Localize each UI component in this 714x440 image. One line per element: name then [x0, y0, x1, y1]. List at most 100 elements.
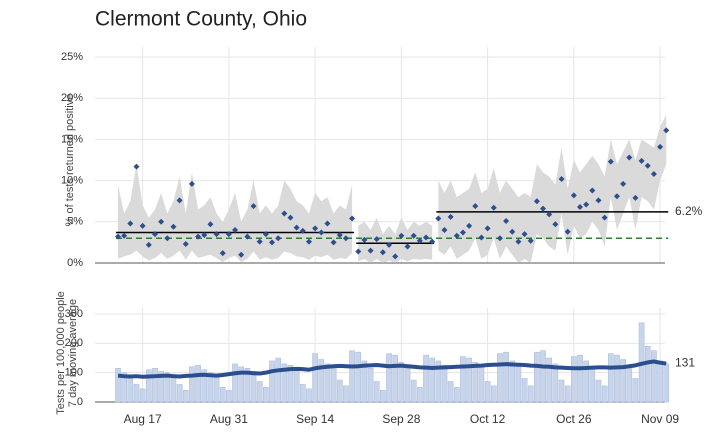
data-point [429, 238, 436, 245]
data-point [435, 215, 442, 222]
y-tick-label: 25% [61, 51, 83, 63]
x-tick-label: Nov 09 [641, 412, 679, 426]
data-point [213, 231, 220, 238]
data-point [170, 223, 177, 230]
bar [189, 366, 195, 403]
bar [164, 372, 171, 403]
bar [435, 360, 442, 403]
bar [607, 353, 614, 403]
data-point [256, 238, 263, 245]
bar [583, 360, 589, 403]
x-tick-label: Sep 28 [382, 412, 420, 426]
data-point [115, 233, 121, 240]
bar [226, 390, 232, 403]
data-point [663, 127, 670, 134]
data-point [158, 218, 165, 225]
data-point [176, 197, 183, 204]
bar [534, 351, 540, 403]
y-axis-title: 7 day moving average [67, 299, 79, 407]
bar [601, 385, 608, 403]
bar [306, 388, 312, 403]
bar [657, 360, 663, 403]
data-point [453, 232, 460, 239]
data-point [275, 235, 282, 242]
data-point [509, 228, 516, 235]
data-point [490, 204, 497, 211]
data-point [423, 234, 429, 241]
bar [232, 363, 238, 403]
y-tick-label: 200 [65, 337, 83, 349]
data-point [355, 248, 362, 255]
bar [219, 387, 226, 403]
data-point [484, 225, 491, 232]
bar [410, 379, 417, 403]
bar [404, 366, 411, 403]
data-point [238, 251, 245, 258]
data-point [404, 243, 411, 250]
bar [614, 354, 620, 403]
bar [207, 372, 214, 403]
bar [386, 353, 392, 403]
data-point [139, 222, 146, 229]
bar [312, 353, 318, 403]
x-tick-label: Sep 14 [296, 412, 334, 426]
data-point [318, 229, 325, 236]
bar [287, 365, 294, 403]
data-point [324, 220, 331, 227]
bar [632, 378, 639, 403]
bar [238, 366, 245, 403]
data-point [250, 203, 257, 210]
bar [336, 379, 343, 403]
bar [324, 363, 331, 403]
data-point [367, 247, 374, 254]
data-point [336, 231, 343, 238]
data-point [564, 228, 571, 235]
bar [571, 356, 577, 403]
bar [398, 362, 405, 403]
bar [170, 373, 177, 403]
bar [318, 359, 325, 403]
data-point [182, 241, 189, 248]
bar [540, 350, 546, 403]
data-point [570, 192, 577, 199]
data-point [521, 231, 528, 238]
bar [429, 357, 435, 403]
bar [201, 369, 208, 403]
y-tick-label: 0 [77, 396, 83, 408]
data-point [299, 227, 306, 234]
bar [250, 370, 257, 403]
data-point [644, 162, 651, 169]
data-point [195, 233, 202, 240]
data-point [577, 203, 583, 210]
bar [263, 387, 269, 403]
bar [380, 390, 386, 403]
bar [299, 384, 306, 403]
bar [626, 366, 633, 403]
bar [509, 360, 516, 403]
data-point [527, 237, 534, 244]
x-tick-label: Oct 26 [556, 412, 592, 426]
data-point [398, 232, 405, 239]
data-point [386, 241, 393, 248]
data-point [515, 238, 522, 245]
bar [515, 365, 522, 403]
bar [447, 381, 454, 403]
bar [663, 363, 670, 403]
bar [595, 379, 602, 403]
y-tick-label: 15% [61, 133, 83, 145]
data-point [503, 217, 510, 224]
bar [121, 372, 127, 403]
y-tick-label: 0% [67, 257, 83, 269]
data-point [349, 215, 356, 222]
bar [152, 368, 158, 403]
bar [367, 368, 374, 403]
data-point [657, 143, 664, 150]
bar [330, 366, 337, 403]
y-axis-title: Tests per 100,000 people [55, 291, 67, 415]
x-tick-label: Oct 12 [470, 412, 506, 426]
data-point [145, 241, 152, 248]
bar [564, 385, 571, 403]
data-point [133, 163, 140, 170]
bar [269, 360, 275, 403]
bar [244, 368, 251, 403]
